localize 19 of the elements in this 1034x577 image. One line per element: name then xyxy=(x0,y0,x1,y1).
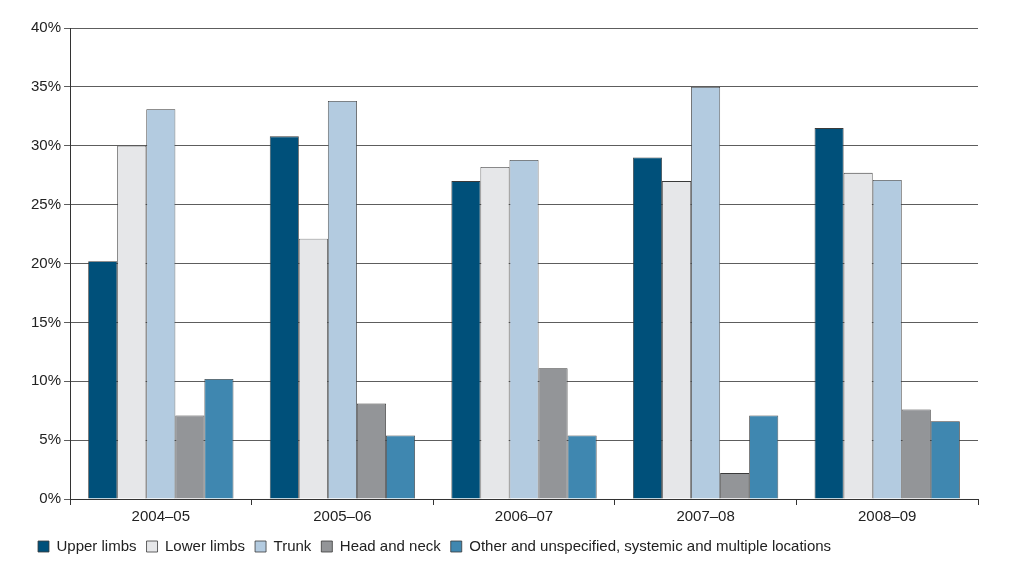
y-tick-label: 35% xyxy=(30,77,62,95)
y-tick-label: 40% xyxy=(30,18,62,36)
legend-label: Trunk xyxy=(273,536,312,554)
y-tick-label: 20% xyxy=(30,253,62,271)
x-tick-label: 2005–06 xyxy=(313,507,372,525)
y-tick-label: 25% xyxy=(30,194,62,212)
y-tick-label: 5% xyxy=(39,430,62,448)
x-tick-label: 2004–05 xyxy=(131,507,191,525)
y-tick-label: 30% xyxy=(30,135,62,153)
legend-label: Upper limbs xyxy=(56,536,137,554)
legend-label: Head and neck xyxy=(339,536,442,554)
y-tick-label: 0% xyxy=(39,489,62,507)
y-tick-label: 10% xyxy=(30,371,62,389)
legend-label: Other and unspecified, systemic and multiple locations xyxy=(469,536,832,554)
x-tick-label: 2008–09 xyxy=(858,507,917,525)
legend-label: Lower limbs xyxy=(165,536,246,554)
x-tick-label: 2007–08 xyxy=(676,507,735,525)
y-tick-label: 15% xyxy=(30,312,62,330)
x-tick-label: 2006–07 xyxy=(494,507,554,525)
